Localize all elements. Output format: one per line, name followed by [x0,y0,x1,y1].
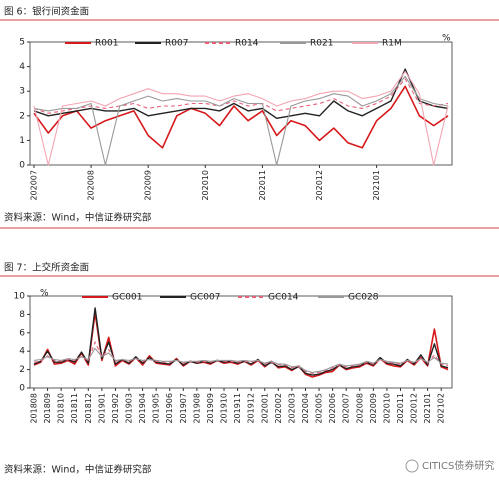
watermark: CITICS债券研究 [422,459,494,472]
x-tick-label: 201905 [152,393,161,424]
series-line [33,75,449,166]
source: 资料来源：Wind，中信证券研究部 [4,212,151,224]
series-line [33,78,449,114]
x-tick-label: 201810 [57,393,66,424]
x-tick-label: 201904 [138,393,147,424]
x-tick-label: 201903 [125,393,134,424]
source: 资料来源：Wind，中信证券研究部 [4,464,151,476]
x-tick-label: 202101 [372,170,381,201]
x-tick-label: 202002 [274,393,283,424]
x-tick-label: 202101 [423,393,432,424]
y-tick-label: 0 [19,161,25,171]
x-tick-label: 202012 [410,393,419,424]
legend-label: GC014 [268,293,299,303]
x-tick-label: 202007 [30,170,39,201]
plot-frame [29,295,453,389]
series-line [33,85,449,149]
legend-label: GC007 [190,293,220,303]
x-tick-label: 201907 [179,393,188,424]
y-tick-label: 2 [19,111,25,121]
x-tick-label: 201901 [97,393,106,424]
x-tick-label: 202009 [144,170,153,201]
y-tick-label: 2 [19,365,25,375]
figure-title: 图 6：银行间资金面 [4,6,89,18]
x-tick-label: 202004 [301,393,310,424]
y-unit: % [442,34,451,44]
x-tick-label: 202011 [396,393,405,424]
y-tick-label: 5 [19,38,25,48]
y-tick-label: 0 [19,384,25,394]
x-tick-label: 201811 [70,393,79,424]
series-line [33,341,449,374]
x-tick-label: 202008 [355,393,364,424]
x-tick-label: 202007 [342,393,351,424]
x-tick-label: 201912 [247,393,256,424]
series-line [33,70,449,166]
x-tick-label: 201902 [111,393,120,424]
figure-title: 图 7：上交所资金面 [4,262,89,274]
y-tick-label: 1 [19,136,25,146]
y-tick-label: 6 [19,328,25,338]
legend-label: GC001 [112,293,142,303]
legend-label: R014 [235,39,259,49]
x-tick-label: 202005 [315,393,324,424]
series-line [33,68,449,119]
x-tick-label: 201812 [84,393,93,424]
x-tick-label: 201809 [43,393,52,424]
x-tick-label: 202012 [315,170,324,201]
x-tick-label: 202009 [369,393,378,424]
legend-label: R007 [165,39,188,49]
x-tick-label: 202008 [87,170,96,201]
x-tick-label: 202102 [437,393,446,424]
x-tick-label: 202006 [328,393,337,424]
x-tick-label: 202010 [201,170,210,201]
y-tick-label: 10 [14,292,26,302]
legend-label: GC028 [348,293,379,303]
y-tick-label: 8 [19,310,25,320]
series-line [33,311,449,378]
legend-label: R021 [310,39,333,49]
x-tick-label: 202011 [258,170,267,201]
series-line [33,307,449,376]
y-tick-label: 4 [19,62,25,72]
plot-frame [29,41,453,166]
legend-label: R1M [382,39,402,49]
x-tick-label: 202003 [287,393,296,424]
legend-label: R001 [95,39,118,49]
x-tick-label: 202001 [260,393,269,424]
y-tick-label: 4 [19,347,25,357]
x-tick-label: 201910 [220,393,229,424]
y-unit: % [40,289,49,299]
x-tick-label: 201909 [206,393,215,424]
x-tick-label: 201908 [192,393,201,424]
watermark-icon [405,459,419,473]
series-line [33,347,449,373]
x-tick-label: 201911 [233,393,242,424]
x-tick-label: 201906 [165,393,174,424]
x-tick-label: 202010 [382,393,391,424]
x-tick-label: 201808 [30,393,39,424]
y-tick-label: 3 [19,87,25,97]
